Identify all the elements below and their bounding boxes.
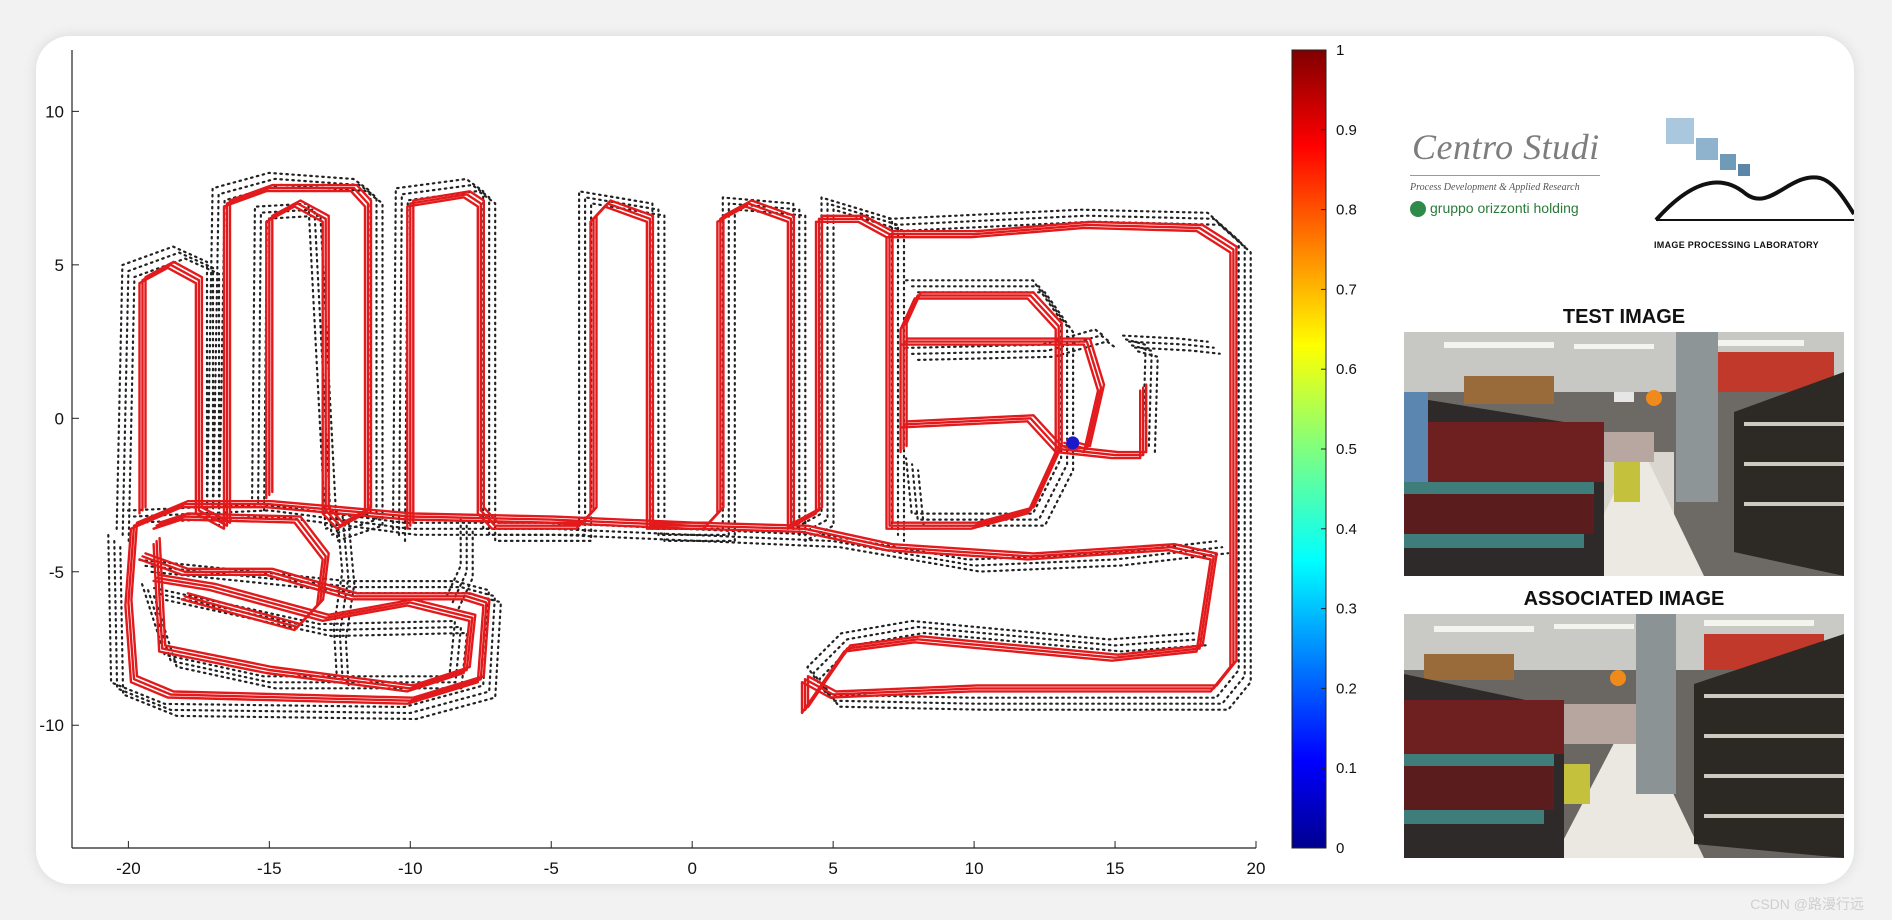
colorbar-tick-label: 0.3 bbox=[1336, 601, 1357, 618]
red-trajectory-segment bbox=[902, 386, 1145, 457]
figure-card: -20 -15 -10 -5 0 5 10 15 20 10 5 0 -5 -10 0 0.1 0.2 0.3 0… bbox=[36, 36, 1854, 884]
current-position-marker bbox=[1066, 436, 1080, 450]
associated-image bbox=[1404, 614, 1844, 858]
red-trajectory-segment bbox=[155, 539, 474, 690]
centro-studi-title: Centro Studi bbox=[1412, 127, 1600, 167]
red-trajectory-segment bbox=[138, 189, 367, 530]
x-tick-label: -15 bbox=[257, 859, 282, 878]
ipl-emblem-icon bbox=[1654, 118, 1854, 222]
y-tick-label: 5 bbox=[55, 256, 64, 275]
dotted-trajectory-segment bbox=[107, 534, 490, 709]
red-trajectory-segment bbox=[792, 214, 1063, 524]
dotted-trajectory-segment bbox=[1128, 340, 1215, 349]
colorbar-tick-label: 1 bbox=[1336, 42, 1344, 59]
red-trajectory-segment bbox=[124, 226, 1232, 715]
dotted-trajectory-segment bbox=[132, 509, 1224, 567]
dotted-trajectory-segment bbox=[344, 521, 356, 687]
red-trajectory-segment bbox=[141, 186, 370, 527]
red-trajectory-segment bbox=[905, 383, 1148, 454]
centro-studi-logo: Centro Studi Process Development & Appli… bbox=[1400, 126, 1620, 246]
current-position-dot bbox=[1066, 436, 1080, 450]
colorbar-tick-label: 0.2 bbox=[1336, 680, 1357, 697]
x-tick-label: -5 bbox=[544, 859, 559, 878]
red-trajectory-segment bbox=[412, 190, 796, 524]
y-tick-label: -10 bbox=[39, 716, 64, 735]
dotted-trajectory-segment bbox=[911, 334, 1111, 355]
red-trajectory-segment bbox=[899, 389, 1142, 460]
dotted-trajectory-segment bbox=[812, 214, 1246, 705]
dotted-trajectory-segment bbox=[138, 515, 1230, 573]
red-trajectory-segment bbox=[144, 183, 373, 524]
dotted-trajectory-segment bbox=[403, 189, 906, 542]
dotted-trajectory-segment bbox=[147, 589, 463, 684]
logo-rule bbox=[1410, 175, 1600, 176]
test-image-photo bbox=[1404, 332, 1844, 576]
dotted-trajectory-segment bbox=[905, 279, 1063, 515]
colorbar-tick-label: 0.9 bbox=[1336, 122, 1357, 139]
colorbar-tick-label: 0.5 bbox=[1336, 441, 1357, 458]
red-trajectory-segment bbox=[789, 217, 1060, 527]
watermark: CSDN @路漫行远 bbox=[1750, 896, 1864, 912]
dotted-trajectory-segment bbox=[451, 524, 468, 604]
test-image bbox=[1404, 332, 1844, 576]
red-trajectory-segment bbox=[152, 542, 471, 693]
x-tick-label: 10 bbox=[965, 859, 984, 878]
dotted-trajectory-segment bbox=[1128, 343, 1153, 447]
associated-image-title: ASSOCIATED IMAGE bbox=[1523, 588, 1725, 610]
dotted-trajectory-segment bbox=[127, 183, 384, 542]
dotted-trajectory-segment bbox=[445, 518, 462, 598]
dotted-trajectory-segment bbox=[1122, 334, 1209, 343]
x-tick-label: 0 bbox=[687, 859, 696, 878]
colorbar-tick-label: 0.1 bbox=[1336, 760, 1357, 777]
colorbar-tick-label: 0.7 bbox=[1336, 281, 1357, 298]
x-tick-label: 5 bbox=[828, 859, 837, 878]
dotted-trajectory-segment bbox=[1134, 349, 1159, 453]
plot-axes: -20 -15 -10 -5 0 5 10 15 20 10 5 0 -5 -10 bbox=[39, 50, 1265, 878]
globe-icon bbox=[1410, 201, 1426, 217]
red-trajectory-segment bbox=[130, 220, 1238, 709]
dotted-trajectory-segment bbox=[905, 328, 1105, 349]
dotted-trajectory-segment bbox=[917, 291, 1075, 527]
red-trajectory-segment bbox=[127, 223, 1235, 712]
centro-studi-subtitle: Process Development & Applied Research bbox=[1410, 182, 1580, 193]
x-tick-label: 15 bbox=[1106, 859, 1125, 878]
ipl-logo: IMAGE PROCESSING LABORATORY bbox=[1650, 102, 1854, 262]
dotted-trajectory-segment bbox=[332, 509, 344, 675]
dotted-trajectory-segment bbox=[113, 540, 496, 715]
dotted-trajectory-segment bbox=[911, 285, 1069, 521]
dotted-trajectory-segment bbox=[806, 208, 1240, 699]
colorbar: 0 0.1 0.2 0.3 0.4 0.5 0.6 0.7 0.8 0.9 1 bbox=[1291, 42, 1357, 857]
red-trajectory bbox=[124, 183, 1238, 715]
colorbar-tick-label: 0.8 bbox=[1336, 202, 1357, 219]
ipl-text: IMAGE PROCESSING LABORATORY bbox=[1654, 240, 1819, 250]
red-trajectory-segment bbox=[905, 337, 1106, 448]
colorbar-tick-label: 0 bbox=[1336, 840, 1344, 857]
dotted-trajectory-segment bbox=[115, 171, 372, 530]
colorbar-gradient bbox=[1291, 49, 1327, 849]
red-trajectory-segment bbox=[406, 196, 790, 530]
red-trajectory-segment bbox=[158, 536, 477, 687]
associated-image-photo bbox=[1404, 614, 1844, 858]
dotted-trajectory-segment bbox=[1134, 346, 1221, 355]
y-tick-label: 10 bbox=[45, 102, 64, 121]
dotted-trajectory-segment bbox=[338, 515, 350, 681]
x-tick-label: 20 bbox=[1247, 859, 1266, 878]
red-trajectory-segment bbox=[786, 220, 1057, 530]
y-tick-label: 0 bbox=[55, 409, 64, 428]
test-image-title: TEST IMAGE bbox=[1562, 306, 1686, 328]
dotted-trajectory-segment bbox=[121, 177, 378, 536]
colorbar-tick-label: 0.6 bbox=[1336, 361, 1357, 378]
y-tick-label: -5 bbox=[49, 563, 64, 582]
red-trajectory-segment bbox=[152, 518, 324, 632]
dotted-trajectory-segment bbox=[917, 340, 1117, 361]
x-tick-label: -20 bbox=[116, 859, 141, 878]
colorbar-tick-label: 0.4 bbox=[1336, 521, 1357, 538]
holding-name: gruppo orizzonti holding bbox=[1430, 200, 1579, 216]
x-tick-label: -10 bbox=[398, 859, 423, 878]
